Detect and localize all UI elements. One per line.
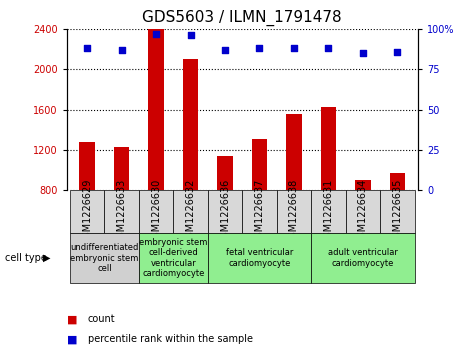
Bar xyxy=(242,190,277,233)
Text: ■: ■ xyxy=(66,314,77,325)
Point xyxy=(118,47,125,53)
Bar xyxy=(70,233,139,283)
Bar xyxy=(139,233,208,283)
Point xyxy=(152,31,160,37)
Point xyxy=(290,45,298,51)
Text: ■: ■ xyxy=(66,334,77,344)
Text: GSM1226631: GSM1226631 xyxy=(323,179,333,244)
Bar xyxy=(252,139,267,190)
Title: GDS5603 / ILMN_1791478: GDS5603 / ILMN_1791478 xyxy=(142,10,342,26)
Text: GSM1226638: GSM1226638 xyxy=(289,179,299,244)
Text: GSM1226632: GSM1226632 xyxy=(186,179,196,244)
Text: GSM1226637: GSM1226637 xyxy=(255,179,265,244)
Point xyxy=(393,49,401,54)
Bar xyxy=(311,233,415,283)
Point xyxy=(187,33,194,38)
Text: percentile rank within the sample: percentile rank within the sample xyxy=(88,334,253,344)
Text: GSM1226629: GSM1226629 xyxy=(82,179,92,244)
Bar xyxy=(173,190,208,233)
Bar xyxy=(148,29,164,190)
Point xyxy=(324,45,332,51)
Bar xyxy=(286,114,302,190)
Text: cell type: cell type xyxy=(5,253,47,263)
Text: embryonic stem
cell-derived
ventricular
cardiomyocyte: embryonic stem cell-derived ventricular … xyxy=(139,238,208,278)
Bar xyxy=(208,233,311,283)
Text: undifferentiated
embryonic stem
cell: undifferentiated embryonic stem cell xyxy=(70,243,139,273)
Text: GSM1226630: GSM1226630 xyxy=(151,179,161,244)
Point xyxy=(256,45,263,51)
Bar xyxy=(390,173,405,190)
Point xyxy=(359,50,367,56)
Point xyxy=(221,47,229,53)
Bar xyxy=(355,180,370,190)
Bar xyxy=(114,147,129,190)
Text: ▶: ▶ xyxy=(43,253,50,263)
Text: count: count xyxy=(88,314,115,325)
Bar xyxy=(79,142,95,190)
Text: GSM1226633: GSM1226633 xyxy=(117,179,127,244)
Bar xyxy=(70,190,104,233)
Bar xyxy=(208,190,242,233)
Bar xyxy=(346,190,380,233)
Bar xyxy=(321,107,336,190)
Bar xyxy=(380,190,415,233)
Bar xyxy=(277,190,311,233)
Text: GSM1226635: GSM1226635 xyxy=(392,179,402,244)
Bar xyxy=(311,190,346,233)
Bar xyxy=(104,190,139,233)
Bar xyxy=(217,156,233,190)
Text: GSM1226636: GSM1226636 xyxy=(220,179,230,244)
Text: adult ventricular
cardiomyocyte: adult ventricular cardiomyocyte xyxy=(328,248,398,268)
Text: fetal ventricular
cardiomyocyte: fetal ventricular cardiomyocyte xyxy=(226,248,293,268)
Text: GSM1226634: GSM1226634 xyxy=(358,179,368,244)
Bar xyxy=(139,190,173,233)
Bar xyxy=(183,59,199,190)
Point xyxy=(84,45,91,51)
